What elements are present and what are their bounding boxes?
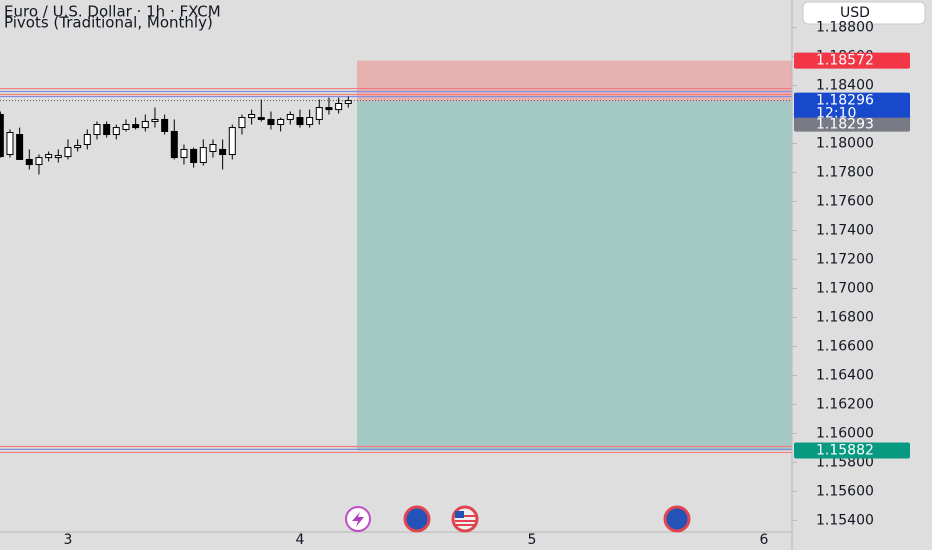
candle-body xyxy=(25,158,33,166)
y-tick-label: 1.18400 xyxy=(816,78,874,94)
last-price-label: 1.18296 xyxy=(816,93,874,109)
event-icon[interactable] xyxy=(451,505,479,533)
candle-body xyxy=(0,114,4,158)
y-tick-label: 1.16400 xyxy=(816,367,874,383)
candle-body xyxy=(306,117,314,126)
y-tick-label: 1.17800 xyxy=(816,165,874,181)
x-tick-label: 5 xyxy=(527,532,536,548)
candle-body xyxy=(248,114,256,119)
y-tick-label: 1.16800 xyxy=(816,309,874,325)
currency-button[interactable] xyxy=(802,1,926,25)
candle-body xyxy=(296,117,304,126)
candle-body xyxy=(16,134,24,160)
candle-body xyxy=(199,147,207,163)
candle-body xyxy=(161,118,169,132)
event-icon[interactable] xyxy=(403,505,431,533)
currency-label[interactable]: USD xyxy=(840,5,870,21)
candle-body xyxy=(170,130,178,159)
entry-badge-label: 1.18293 xyxy=(816,117,874,133)
lightning xyxy=(352,512,364,527)
candle-body xyxy=(209,144,217,152)
candle-body xyxy=(122,124,130,130)
stop-badge-label: 1.18572 xyxy=(816,53,874,69)
y-tick-label: 1.16600 xyxy=(816,338,874,354)
candle-body xyxy=(6,131,14,156)
chart-title: Euro / U.S. Dollar · 1h · FXCM xyxy=(4,3,221,21)
x-tick-label: 6 xyxy=(759,532,768,548)
event-icon[interactable] xyxy=(663,505,691,533)
candle-body xyxy=(83,134,91,146)
plot-area xyxy=(0,60,792,454)
candle-body xyxy=(344,100,352,105)
candle-body xyxy=(219,148,227,156)
x-tick-label: 3 xyxy=(64,532,73,548)
x-tick-label: 4 xyxy=(295,532,304,548)
candle-body xyxy=(180,148,188,159)
candle-body xyxy=(35,157,43,166)
chart-subtitle: Pivots (Traditional, Monthly) xyxy=(4,14,213,32)
candle-body xyxy=(190,148,198,163)
candle-body xyxy=(325,107,333,111)
flag-canton xyxy=(455,511,464,518)
candle-body xyxy=(132,124,140,129)
candle-body xyxy=(286,114,294,120)
y-tick-label: 1.15600 xyxy=(816,483,874,499)
y-tick-label: 1.16000 xyxy=(816,425,874,441)
candle-body xyxy=(277,118,285,126)
last-price-badge xyxy=(794,92,910,123)
y-tick-label: 1.18800 xyxy=(816,20,874,36)
target-badge-label: 1.15882 xyxy=(816,443,874,459)
candle-body xyxy=(54,155,62,159)
candle-body xyxy=(112,127,120,136)
entry-badge xyxy=(794,117,910,132)
y-tick-label: 1.16200 xyxy=(816,396,874,412)
target-badge xyxy=(794,442,910,459)
event-icons xyxy=(345,505,691,533)
target-zone xyxy=(356,101,792,451)
candle-body xyxy=(257,117,265,120)
candle-body xyxy=(103,124,111,136)
y-tick-label: 1.17600 xyxy=(816,193,874,209)
candle-body xyxy=(93,124,101,136)
candle-body xyxy=(141,120,149,129)
y-tick-label: 1.17000 xyxy=(816,280,874,296)
candle-body xyxy=(151,118,159,122)
candle-body xyxy=(315,107,323,120)
candle-body xyxy=(64,147,72,158)
y-tick-label: 1.15400 xyxy=(816,512,874,528)
stop-badge xyxy=(794,52,910,69)
y-tick-label: 1.18000 xyxy=(816,136,874,152)
candle-body xyxy=(335,103,343,111)
y-tick-label: 1.17400 xyxy=(816,222,874,238)
candle-body xyxy=(228,127,236,156)
candle-body xyxy=(45,154,53,159)
y-tick-label: 1.17200 xyxy=(816,251,874,267)
candle-body xyxy=(74,145,82,149)
candle-body xyxy=(238,117,246,129)
candle-body xyxy=(267,118,275,126)
